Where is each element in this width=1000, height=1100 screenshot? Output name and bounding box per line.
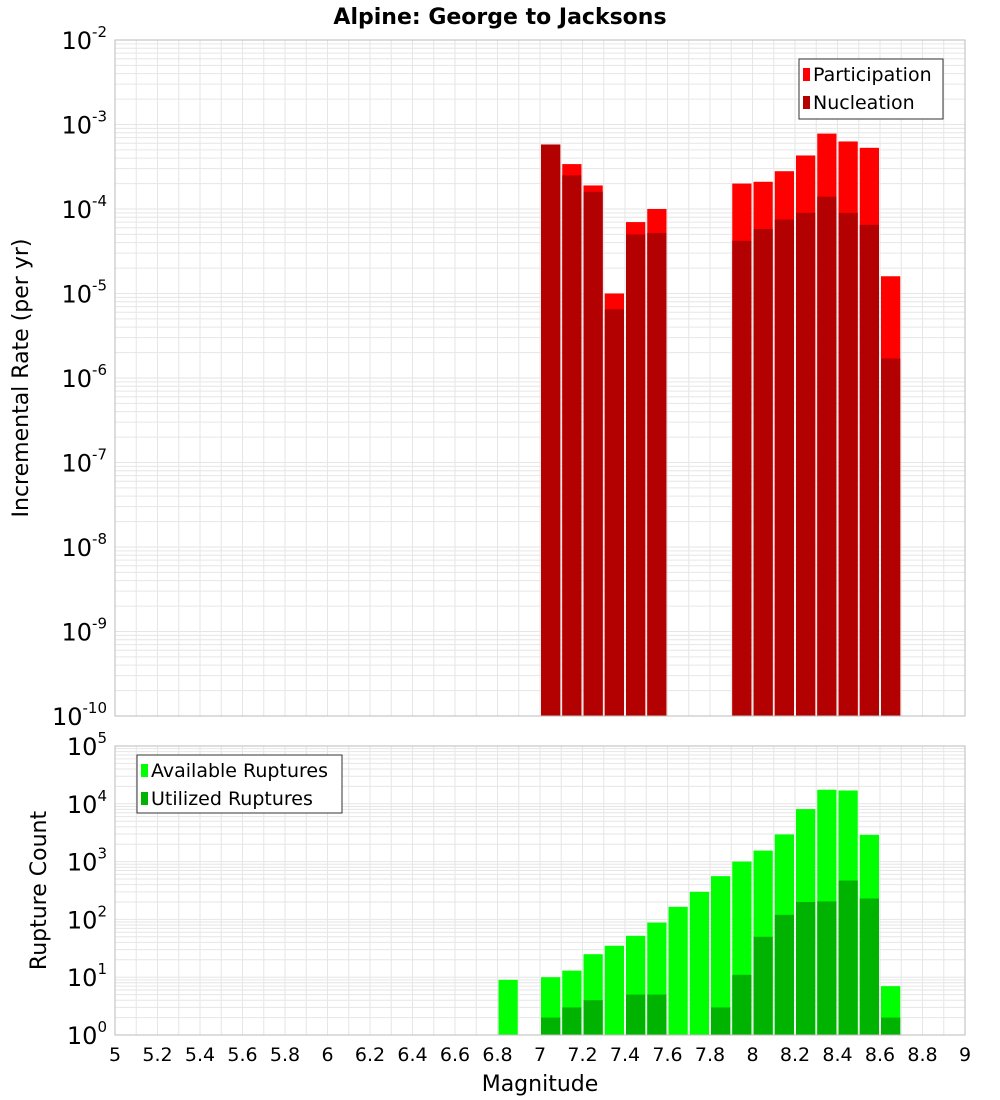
x-tick-label: 7.8 — [695, 1044, 725, 1066]
bar-utilized-ruptures — [647, 994, 667, 1035]
bar-utilized-ruptures — [562, 1007, 582, 1035]
x-tick-label: 7.4 — [610, 1044, 640, 1066]
x-tick-label: 6.2 — [355, 1044, 385, 1066]
bar-utilized-ruptures — [838, 880, 858, 1035]
y-tick-label: 100 — [67, 1018, 107, 1050]
bar-nucleation — [753, 228, 773, 716]
bar-nucleation — [562, 175, 582, 716]
bar-nucleation — [541, 144, 561, 716]
bar-utilized-ruptures — [774, 914, 794, 1035]
bar-nucleation — [732, 240, 752, 716]
bar-nucleation — [604, 309, 624, 716]
bar-nucleation — [626, 234, 646, 717]
x-tick-label: 5.8 — [270, 1044, 300, 1066]
bar-nucleation — [774, 219, 794, 717]
bar-utilized-ruptures — [817, 901, 837, 1035]
bar-utilized-ruptures — [583, 1000, 603, 1035]
x-tick-label: 6.4 — [397, 1044, 427, 1066]
grid-rate — [114, 40, 966, 717]
x-tick-label: 7.6 — [652, 1044, 682, 1066]
x-axis-label: Magnitude — [482, 1072, 599, 1097]
x-tick-label: 5.6 — [227, 1044, 257, 1066]
y-axis-label-count: Rupture Count — [27, 811, 52, 971]
bar-nucleation — [838, 212, 858, 716]
legend-count: Available Ruptures Utilized Ruptures — [136, 754, 343, 814]
y-tick-label: 102 — [67, 902, 107, 934]
bar-available-ruptures — [668, 906, 688, 1035]
y-tick-label: 101 — [67, 960, 107, 992]
x-tick-label: 8.8 — [907, 1044, 937, 1066]
x-tick-labels: 5 5.2 5.4 5.6 5.8 6 6.2 6.4 6.6 6.8 7 7.2 7.4 7.6 7.8 8… — [109, 1044, 971, 1066]
x-tick-label: 7 — [534, 1044, 546, 1066]
y-tick-label: 103 — [67, 845, 107, 877]
x-tick-label: 7.2 — [567, 1044, 597, 1066]
legend-swatch — [803, 96, 810, 109]
x-tick-label: 9 — [959, 1044, 971, 1066]
rupture-count-panel: 100 101 102 103 104 105 Rupture Count Available… — [27, 729, 971, 1066]
bar-nucleation — [817, 196, 837, 717]
bar-nucleation — [796, 212, 816, 716]
bar-available-ruptures — [689, 891, 709, 1035]
y-tick-label: 10-4 — [61, 192, 107, 224]
y-tick-label: 104 — [67, 787, 107, 819]
x-tick-label: 5 — [109, 1044, 121, 1066]
incremental-rate-panel: 10-10 10-9 10-8 10-7 10-6 10-5 10-4 10-3 10-2 Inc… — [9, 23, 966, 731]
y-tick-labels-count: 100 101 102 103 104 105 — [67, 729, 107, 1050]
x-tick-label: 8 — [746, 1044, 758, 1066]
legend-label: Nucleation — [813, 92, 915, 114]
bar-nucleation — [583, 191, 603, 717]
y-tick-label: 105 — [67, 729, 107, 761]
y-tick-label: 10-5 — [61, 277, 107, 309]
x-tick-label: 6 — [321, 1044, 333, 1066]
bar-utilized-ruptures — [881, 1017, 901, 1035]
legend-box — [798, 58, 944, 120]
y-tick-label: 10-9 — [61, 615, 107, 647]
legend-swatch — [141, 764, 148, 777]
x-tick-label: 6.6 — [440, 1044, 470, 1066]
y-tick-labels-rate: 10-10 10-9 10-8 10-7 10-6 10-5 10-4 10-3 10-2 — [52, 23, 107, 731]
y-tick-label: 10-7 — [61, 446, 107, 478]
x-tick-label: 5.4 — [185, 1044, 215, 1066]
legend-label: Participation — [813, 64, 932, 86]
bars-count — [498, 789, 901, 1035]
y-tick-label: 10-2 — [61, 23, 107, 55]
y-tick-label: 10-6 — [61, 361, 107, 393]
y-tick-label: 10-3 — [61, 108, 107, 140]
bar-nucleation — [859, 224, 879, 716]
bar-available-ruptures — [498, 979, 518, 1035]
bar-utilized-ruptures — [541, 1017, 561, 1035]
legend-label: Available Ruptures — [151, 760, 328, 782]
bar-utilized-ruptures — [626, 994, 646, 1035]
legend-rate: Participation Nucleation — [798, 58, 944, 120]
bar-utilized-ruptures — [859, 898, 879, 1035]
x-tick-label: 8.2 — [780, 1044, 810, 1066]
bar-utilized-ruptures — [796, 902, 816, 1035]
bar-nucleation — [647, 232, 667, 716]
plot-frame-count — [114, 745, 966, 1036]
y-axis-label-rate: Incremental Rate (per yr) — [9, 239, 34, 518]
x-tick-label: 5.2 — [142, 1044, 172, 1066]
plot-frame-rate — [114, 39, 966, 717]
chart-title: Alpine: George to Jacksons — [333, 5, 666, 30]
x-tick-label: 8.6 — [865, 1044, 895, 1066]
bars-rate — [541, 133, 901, 717]
legend-swatch — [803, 68, 810, 81]
y-tick-label: 10-10 — [52, 699, 107, 731]
bar-available-ruptures — [604, 945, 624, 1035]
bar-utilized-ruptures — [753, 936, 773, 1035]
bar-utilized-ruptures — [732, 974, 752, 1035]
legend-box — [136, 754, 343, 814]
bar-nucleation — [881, 358, 901, 716]
x-tick-label: 6.8 — [482, 1044, 512, 1066]
y-tick-label: 10-8 — [61, 530, 107, 562]
legend-swatch — [141, 792, 148, 805]
bar-utilized-ruptures — [711, 1007, 731, 1035]
x-tick-label: 8.4 — [822, 1044, 852, 1066]
legend-label: Utilized Ruptures — [151, 788, 313, 810]
bar-available-ruptures — [711, 876, 731, 1035]
